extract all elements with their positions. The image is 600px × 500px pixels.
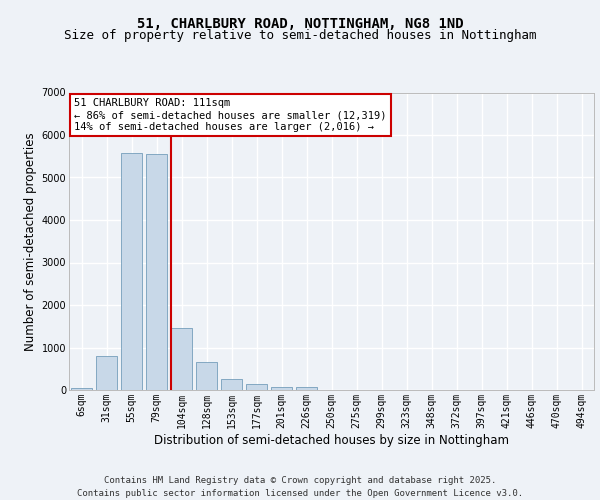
Bar	[121, 153, 142, 390]
X-axis label: Distribution of semi-detached houses by size in Nottingham: Distribution of semi-detached houses by …	[154, 434, 509, 446]
Text: 51, CHARLBURY ROAD, NOTTINGHAM, NG8 1ND: 51, CHARLBURY ROAD, NOTTINGHAM, NG8 1ND	[137, 18, 463, 32]
Y-axis label: Number of semi-detached properties: Number of semi-detached properties	[25, 132, 37, 350]
Text: Contains HM Land Registry data © Crown copyright and database right 2025.
Contai: Contains HM Land Registry data © Crown c…	[77, 476, 523, 498]
Bar	[246, 384, 267, 390]
Text: 51 CHARLBURY ROAD: 111sqm
← 86% of semi-detached houses are smaller (12,319)
14%: 51 CHARLBURY ROAD: 111sqm ← 86% of semi-…	[74, 98, 387, 132]
Bar	[221, 378, 242, 390]
Bar	[271, 386, 292, 390]
Bar	[196, 362, 217, 390]
Bar	[296, 388, 317, 390]
Bar	[71, 388, 92, 390]
Bar	[96, 356, 117, 390]
Bar	[171, 328, 192, 390]
Text: Size of property relative to semi-detached houses in Nottingham: Size of property relative to semi-detach…	[64, 28, 536, 42]
Bar	[146, 154, 167, 390]
